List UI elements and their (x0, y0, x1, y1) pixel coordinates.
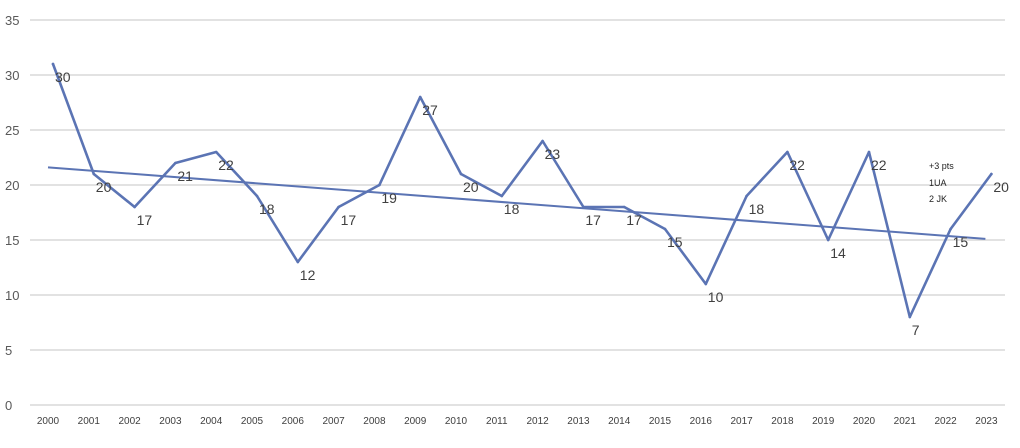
data-point-2022 (949, 227, 952, 231)
data-label-2000: 30 (55, 69, 71, 85)
data-label-2001: 20 (96, 179, 112, 195)
data-point-2014 (622, 205, 626, 209)
data-point-2009 (418, 95, 422, 99)
x-tick-label: 2002 (118, 416, 141, 427)
x-tick-label: 2003 (159, 416, 182, 427)
y-tick-label: 10 (5, 288, 19, 303)
x-axis-tick-labels: 2000 2001 2002 2003 2004 2005 2006 2007 2008 2009… (37, 416, 998, 427)
data-label-2002: 17 (137, 212, 153, 228)
data-label-2004: 22 (218, 157, 234, 173)
data-label-2014: 17 (626, 212, 642, 228)
x-tick-label: 2018 (771, 416, 794, 427)
x-tick-label: 2005 (241, 416, 264, 427)
data-label-2023: 20 (993, 179, 1009, 195)
x-tick-label: 2021 (894, 416, 917, 427)
x-tick-label: 2010 (445, 416, 468, 427)
data-label-2021: 7 (912, 322, 920, 338)
data-point-2017 (745, 194, 748, 198)
data-point-2013 (582, 205, 585, 209)
data-label-2009: 27 (422, 102, 438, 118)
data-points (51, 62, 993, 319)
x-tick-label: 2019 (812, 416, 835, 427)
data-label-2016: 10 (708, 289, 724, 305)
y-tick-label: 20 (5, 178, 19, 193)
x-tick-label: 2020 (853, 416, 876, 427)
data-label-2005: 18 (259, 201, 275, 217)
annotation-line-1: +3 pts (929, 161, 954, 171)
x-tick-label: 2004 (200, 416, 223, 427)
y-tick-label: 30 (5, 68, 19, 83)
data-label-2013: 17 (585, 212, 601, 228)
x-tick-label: 2009 (404, 416, 427, 427)
x-tick-label: 2008 (363, 416, 386, 427)
data-label-2012: 23 (545, 146, 561, 162)
data-point-2006 (296, 260, 300, 264)
data-point-2019 (826, 238, 830, 242)
x-tick-label: 2001 (78, 416, 101, 427)
gridlines (30, 19, 1005, 406)
y-tick-label: 25 (5, 123, 19, 138)
y-tick-label: 5 (5, 343, 12, 358)
annotation: +3 pts 1UA 2 JK (929, 161, 954, 204)
trend-line (47, 166, 986, 240)
x-tick-label: 2011 (486, 416, 508, 427)
y-tick-label: 35 (5, 13, 19, 28)
data-point-2010 (459, 172, 463, 176)
y-tick-label: 0 (5, 398, 12, 413)
data-point-2002 (133, 205, 136, 209)
data-label-2008: 19 (381, 190, 397, 206)
data-point-2007 (337, 205, 340, 209)
data-label-2018: 22 (789, 157, 805, 173)
data-labels: 30 20 17 21 22 18 12 17 19 27 20 18 23 17 17 15 10 18 22 14… (55, 69, 1009, 338)
data-label-2006: 12 (300, 267, 316, 283)
data-label-2003: 21 (177, 168, 193, 184)
data-label-2010: 20 (463, 179, 479, 195)
x-tick-label: 2022 (934, 416, 957, 427)
x-tick-label: 2006 (282, 416, 305, 427)
x-tick-label: 2012 (526, 416, 549, 427)
data-label-2022: 15 (953, 234, 969, 250)
series-line (51, 62, 993, 319)
y-axis-tick-labels: 0 5 10 15 20 25 30 35 (5, 13, 19, 413)
data-point-2000 (51, 62, 55, 66)
x-tick-label: 2015 (649, 416, 672, 427)
annotation-line-3: 2 JK (929, 194, 947, 204)
data-label-2017: 18 (749, 201, 765, 217)
x-tick-label: 2000 (37, 416, 60, 427)
x-tick-label: 2013 (567, 416, 590, 427)
x-tick-label: 2014 (608, 416, 631, 427)
data-point-2008 (378, 183, 381, 187)
x-tick-label: 2007 (322, 416, 345, 427)
data-point-2015 (663, 227, 667, 231)
data-point-2021 (908, 315, 912, 319)
data-point-2004 (214, 150, 218, 154)
data-point-2023 (990, 172, 993, 176)
data-label-2020: 22 (871, 157, 887, 173)
data-label-2007: 17 (341, 212, 357, 228)
data-label-2015: 15 (667, 234, 683, 250)
x-tick-label: 2023 (975, 416, 998, 427)
data-point-2020 (867, 150, 871, 154)
data-point-2018 (786, 150, 789, 154)
annotation-line-2: 1UA (929, 178, 947, 188)
data-point-2001 (92, 172, 96, 176)
data-label-2011: 18 (504, 201, 520, 217)
data-label-2019: 14 (830, 245, 846, 261)
data-point-2003 (174, 161, 177, 165)
data-point-2016 (704, 282, 708, 286)
x-tick-label: 2016 (690, 416, 713, 427)
data-point-2011 (500, 194, 504, 198)
data-point-2005 (255, 194, 259, 198)
x-tick-label: 2017 (730, 416, 753, 427)
data-point-2012 (541, 139, 544, 143)
y-tick-label: 15 (5, 233, 19, 248)
